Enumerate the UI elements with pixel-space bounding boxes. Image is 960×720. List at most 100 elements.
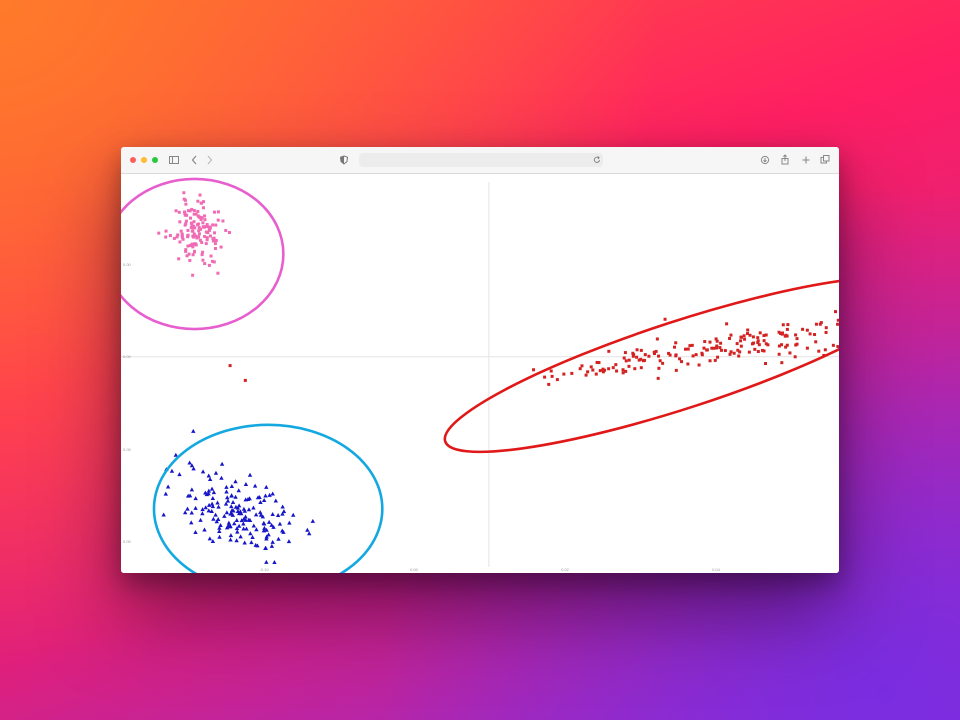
data-point — [198, 215, 202, 219]
data-point — [207, 477, 213, 482]
data-point — [176, 233, 180, 237]
data-point — [242, 540, 247, 545]
data-point — [211, 237, 215, 241]
data-point — [206, 508, 211, 513]
data-point — [203, 218, 207, 222]
data-point — [264, 534, 269, 539]
data-point — [795, 337, 799, 341]
data-point — [200, 469, 206, 474]
data-point — [233, 479, 238, 484]
data-point — [249, 540, 254, 545]
data-point — [180, 232, 184, 236]
reload-icon[interactable] — [593, 153, 601, 167]
data-point — [209, 254, 213, 258]
data-points — [157, 191, 839, 565]
data-point — [216, 504, 221, 509]
data-point — [187, 460, 192, 465]
data-point — [777, 352, 781, 356]
y-tick-label: 0.00 — [123, 539, 132, 544]
data-point — [737, 354, 741, 358]
data-point — [678, 357, 682, 361]
data-point — [161, 512, 166, 517]
data-point — [196, 209, 200, 213]
data-point — [643, 353, 647, 357]
zoom-dot[interactable] — [152, 157, 158, 163]
y-tick-label: 0.00 — [123, 354, 132, 359]
data-point — [192, 250, 196, 254]
data-point — [607, 349, 611, 353]
data-point — [191, 466, 196, 471]
minimize-dot[interactable] — [141, 157, 147, 163]
data-point — [639, 366, 643, 370]
data-point — [594, 372, 598, 376]
data-point — [236, 523, 242, 528]
data-point — [196, 222, 200, 226]
data-point — [175, 235, 179, 239]
data-point — [205, 224, 209, 228]
data-point — [183, 213, 187, 217]
data-point — [793, 355, 797, 359]
data-point — [632, 353, 636, 357]
data-point — [756, 336, 760, 340]
data-point — [213, 231, 217, 235]
data-point — [221, 219, 225, 223]
data-point — [631, 354, 635, 358]
data-point — [622, 356, 626, 360]
data-point — [532, 368, 536, 372]
data-point — [614, 363, 618, 367]
tabs-overview-icon[interactable] — [820, 153, 830, 167]
data-point — [621, 368, 625, 372]
address-bar[interactable] — [359, 153, 603, 167]
data-point — [157, 231, 161, 235]
outlier-point — [243, 378, 247, 382]
data-point — [217, 534, 222, 539]
data-point — [764, 333, 768, 337]
sidebar-icon[interactable] — [169, 153, 179, 167]
data-point — [550, 374, 554, 378]
data-point — [813, 333, 817, 337]
data-point — [212, 260, 216, 264]
data-point — [213, 512, 218, 517]
data-point — [633, 367, 637, 371]
data-point — [708, 340, 712, 344]
data-point — [691, 354, 695, 358]
data-point — [756, 341, 760, 345]
data-point — [216, 271, 220, 275]
data-point — [164, 235, 168, 239]
data-point — [216, 218, 220, 222]
data-point — [168, 234, 172, 238]
data-point — [647, 354, 651, 358]
data-point — [182, 510, 188, 515]
close-dot[interactable] — [130, 157, 136, 163]
x-tick-label: -0.10 — [259, 567, 269, 572]
data-point — [823, 348, 827, 352]
data-point — [210, 259, 214, 263]
share-icon[interactable] — [780, 153, 790, 167]
data-point — [654, 349, 658, 353]
data-point — [762, 339, 766, 343]
data-point — [287, 520, 292, 525]
data-point — [229, 493, 234, 498]
data-point — [715, 344, 719, 348]
data-point — [764, 362, 768, 366]
x-tick-label: 0.00 — [410, 567, 419, 572]
back-icon[interactable] — [191, 153, 197, 167]
data-point — [725, 322, 729, 326]
data-point — [219, 245, 223, 249]
data-point — [690, 343, 694, 347]
data-point — [261, 520, 266, 525]
data-point — [250, 534, 255, 539]
data-point — [217, 529, 222, 534]
data-point — [199, 227, 203, 231]
data-point — [193, 505, 198, 510]
data-point — [209, 501, 215, 506]
data-point — [244, 526, 249, 531]
download-icon[interactable] — [760, 153, 770, 167]
data-point — [219, 461, 225, 466]
new-tab-icon[interactable] — [801, 153, 811, 167]
data-point — [232, 521, 237, 526]
data-point — [673, 345, 677, 349]
data-point — [197, 229, 201, 233]
forward-icon[interactable] — [207, 153, 213, 167]
data-point — [586, 370, 590, 374]
